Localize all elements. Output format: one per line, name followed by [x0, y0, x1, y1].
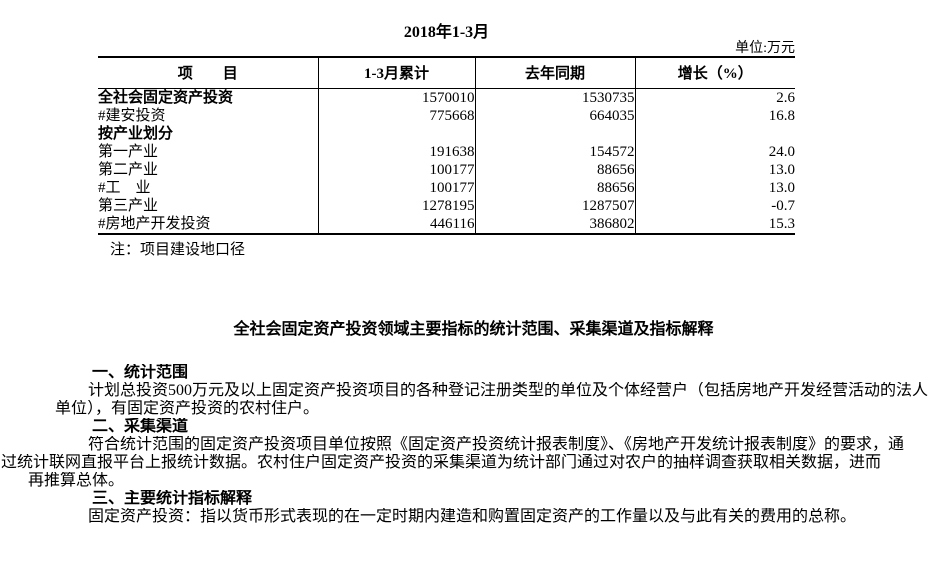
heading-indicator: 三、主要统计指标解释 [92, 490, 253, 507]
table-row: 按产业划分 [98, 124, 795, 143]
item-cell: 第二产业 [98, 161, 159, 178]
item-cell: 第三产业 [98, 197, 159, 214]
last-year-cell [474, 124, 635, 143]
table-row: 全社会固定资产投资 1570010 1530735 2.6 [98, 88, 795, 107]
heading-scope: 一、统计范围 [92, 364, 189, 381]
last-year-cell: 664035 [474, 106, 635, 125]
growth-cell: 15.3 [634, 214, 795, 234]
last-year-cell: 1287507 [474, 196, 635, 215]
item-cell: #房地产开发投资 [98, 215, 211, 232]
investment-table: 项 目 1-3月累计 去年同期 增长（%） 全社会固定资产投资 1570010 … [98, 56, 795, 235]
current-cell: 775668 [317, 106, 475, 125]
table-row: 第一产业 191638 154572 24.0 [98, 142, 795, 161]
page-title: 2018年1-3月 [403, 24, 490, 41]
growth-cell: 24.0 [634, 142, 795, 161]
header-item: 项 目 [98, 57, 318, 89]
table-row: #房地产开发投资 446116 386802 15.3 [98, 214, 795, 234]
heading-channel: 二、采集渠道 [92, 418, 189, 435]
current-cell [317, 124, 475, 143]
scope-line-2: 单位），有固定资产投资的农村住户。 [55, 400, 320, 417]
scope-line-1: 计划总投资500万元及以上固定资产投资项目的各种登记注册类型的单位及个体经营户（… [88, 382, 929, 399]
item-cell: 按产业划分 [98, 125, 174, 142]
table-header-row: 项 目 1-3月累计 去年同期 增长（%） [98, 57, 795, 89]
growth-cell: 13.0 [634, 178, 795, 197]
current-cell: 100177 [317, 160, 475, 179]
current-cell: 191638 [317, 142, 475, 161]
section-title: 全社会固定资产投资领域主要指标的统计范围、采集渠道及指标解释 [233, 321, 714, 338]
last-year-cell: 88656 [474, 178, 635, 197]
current-cell: 1278195 [317, 196, 475, 215]
table-row: #建安投资 775668 664035 16.8 [98, 106, 795, 125]
header-same-period-last-year: 去年同期 [474, 57, 635, 89]
growth-cell: 16.8 [634, 106, 795, 125]
item-cell: #工 业 [98, 179, 151, 196]
growth-cell: 2.6 [634, 88, 795, 107]
table-row: #工 业 100177 88656 13.0 [98, 178, 795, 197]
item-cell: 第一产业 [98, 143, 159, 160]
current-cell: 1570010 [317, 88, 475, 107]
explanation-text: 一、统计范围 计划总投资500万元及以上固定资产投资项目的各种登记注册类型的单位… [0, 364, 947, 526]
indicator-line-1: 固定资产投资：指以货币形式表现的在一定时期内建造和购置固定资产的工作量以及与此有… [88, 508, 857, 525]
last-year-cell: 1530735 [474, 88, 635, 107]
growth-cell: 13.0 [634, 160, 795, 179]
table-row: 第三产业 1278195 1287507 -0.7 [98, 196, 795, 215]
item-cell: #建安投资 [98, 107, 166, 124]
growth-cell: -0.7 [634, 196, 795, 215]
last-year-cell: 88656 [474, 160, 635, 179]
channel-line-1: 符合统计范围的固定资产投资项目单位按照《固定资产投资统计报表制度》、《房地产开发… [88, 436, 905, 453]
channel-line-3: 再推算总体。 [28, 472, 125, 489]
table-row: 第二产业 100177 88656 13.0 [98, 160, 795, 179]
unit-label: 单位:万元 [735, 41, 795, 56]
last-year-cell: 154572 [474, 142, 635, 161]
header-jan-mar-total: 1-3月累计 [317, 57, 475, 89]
growth-cell [634, 124, 795, 143]
header-growth-rate: 增长（%） [634, 57, 795, 89]
item-cell: 全社会固定资产投资 [98, 89, 234, 106]
last-year-cell: 386802 [474, 214, 635, 234]
current-cell: 446116 [317, 214, 475, 234]
current-cell: 100177 [317, 178, 475, 197]
table-note: 注：项目建设地口径 [110, 242, 246, 258]
channel-line-2: 过统计联网直报平台上报统计数据。农村住户固定资产投资的采集渠道为统计部门通过对农… [1, 454, 882, 471]
